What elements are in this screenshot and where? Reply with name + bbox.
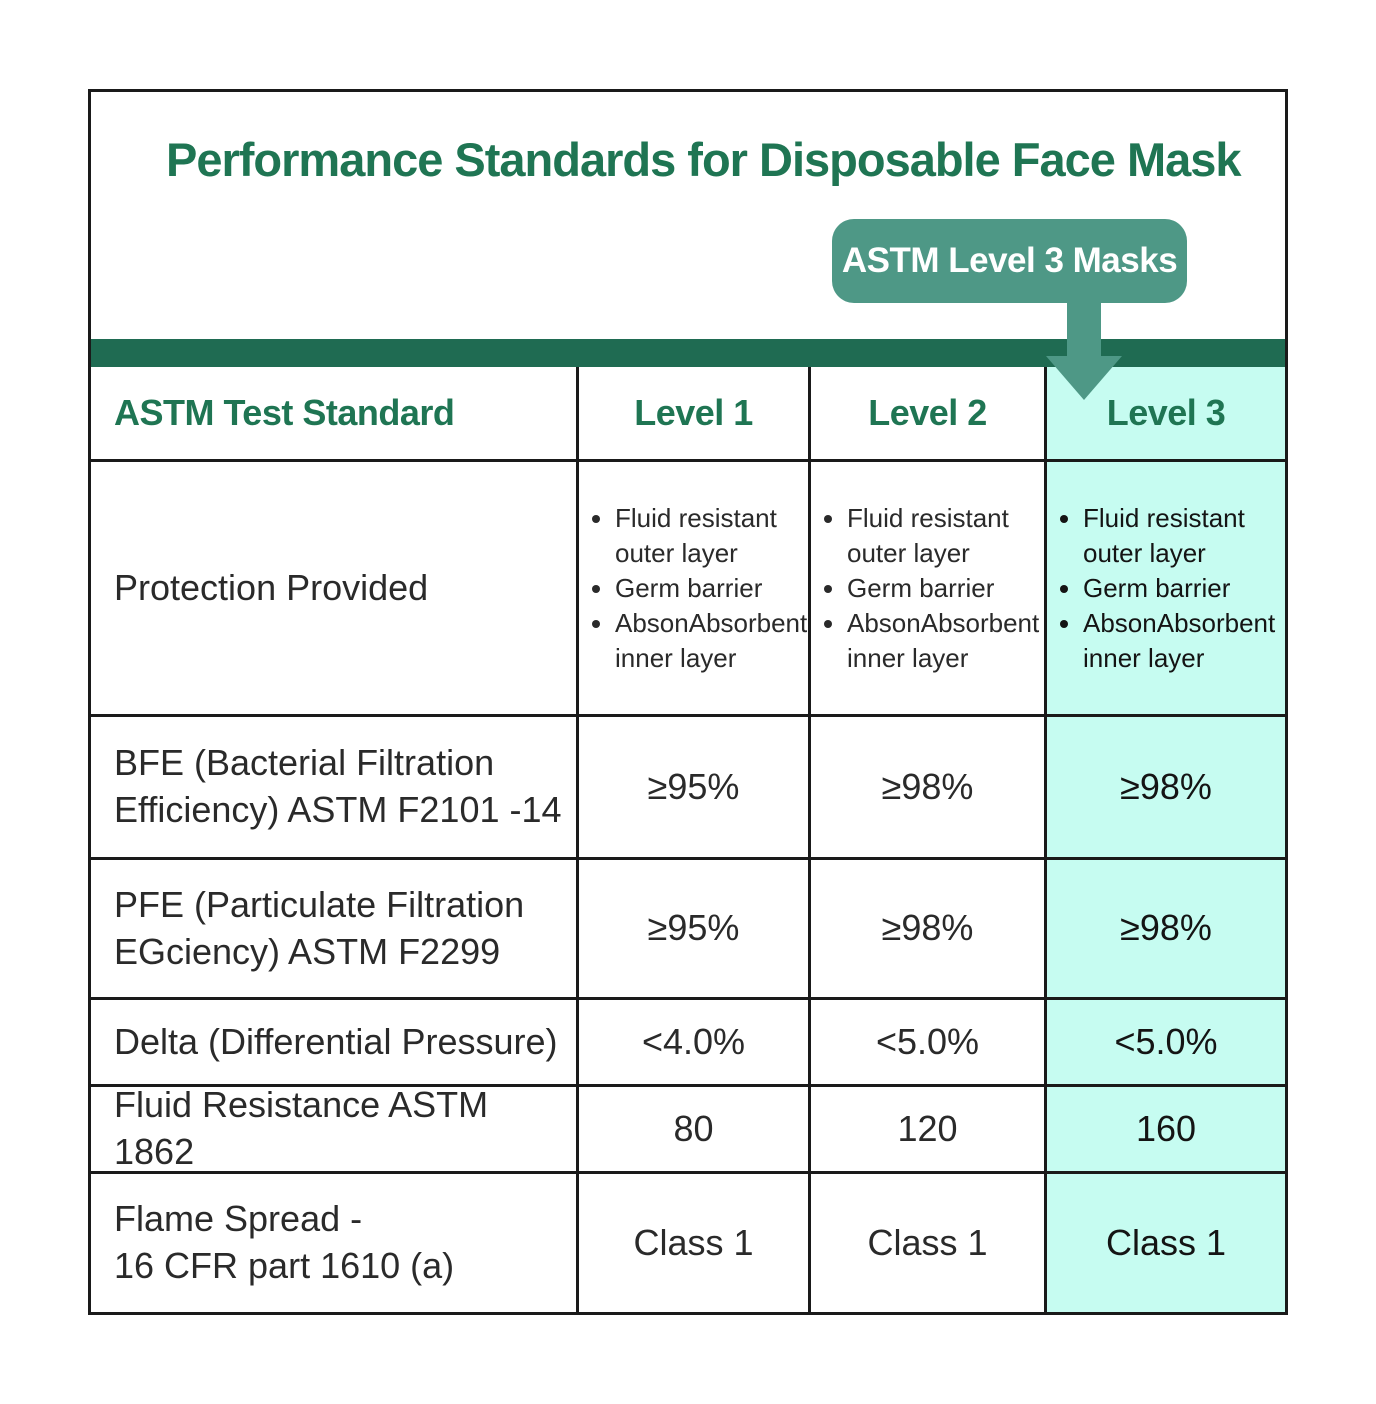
standards-table: ASTM Test Standard Level 1 Level 2 Level… — [91, 367, 1285, 1312]
protection-item: AbsonAbsorbent inner layer — [847, 606, 1044, 676]
delta-level-2: <5.0% — [811, 1000, 1047, 1087]
row-label-delta: Delta (Differential Pressure) — [91, 1000, 579, 1087]
protection-level-2: Fluid resistant outer layer Germ barrier… — [811, 462, 1047, 717]
protection-level-3: Fluid resistant outer layer Germ barrier… — [1047, 462, 1285, 717]
protection-list: Fluid resistant outer layer Germ barrier… — [585, 501, 808, 676]
pfe-level-3: ≥98% — [1047, 860, 1285, 1000]
protection-item: Fluid resistant outer layer — [847, 501, 1044, 571]
header-test-standard: ASTM Test Standard — [91, 367, 579, 462]
callout-label: ASTM Level 3 Masks — [841, 241, 1178, 280]
flame-level-1: Class 1 — [579, 1174, 811, 1312]
delta-level-1: <4.0% — [579, 1000, 811, 1087]
pfe-level-1: ≥95% — [579, 860, 811, 1000]
row-label-flame-spread: Flame Spread - 16 CFR part 1610 (a) — [91, 1174, 579, 1312]
row-label-line: Efficiency) ASTM F2101 -14 — [114, 789, 562, 830]
fluid-level-2: 120 — [811, 1087, 1047, 1174]
protection-item: Germ barrier — [1083, 571, 1285, 606]
delta-level-3: <5.0% — [1047, 1000, 1285, 1087]
fluid-level-1: 80 — [579, 1087, 811, 1174]
bfe-level-1: ≥95% — [579, 717, 811, 860]
level3-callout: ASTM Level 3 Masks — [832, 219, 1187, 303]
row-label-line: PFE (Particulate Filtration — [114, 883, 525, 925]
standards-frame: Performance Standards for Disposable Fac… — [88, 89, 1288, 1315]
header-level-2: Level 2 — [811, 367, 1047, 462]
row-label-pfe: PFE (Particulate Filtration EGciency) AST… — [91, 860, 579, 1000]
fluid-level-3: 160 — [1047, 1087, 1285, 1174]
row-label-line: BFE (Bacterial Filtration — [114, 742, 495, 784]
protection-level-1: Fluid resistant outer layer Germ barrier… — [579, 462, 811, 717]
row-label-line: 16 CFR part 1610 (a) — [114, 1245, 455, 1286]
protection-item: AbsonAbsorbent inner layer — [1083, 606, 1285, 676]
row-label-line: EGciency) ASTM F2299 — [114, 930, 501, 972]
row-label-bfe: BFE (Bacterial Filtration Efficiency) AST… — [91, 717, 579, 860]
protection-item: Fluid resistant outer layer — [1083, 501, 1285, 571]
page-title: Performance Standards for Disposable Fac… — [166, 133, 1242, 186]
flame-level-2: Class 1 — [811, 1174, 1047, 1312]
bfe-level-2: ≥98% — [811, 717, 1047, 860]
callout-arrow-icon — [1046, 302, 1122, 400]
protection-item: AbsonAbsorbent inner layer — [615, 606, 808, 676]
pfe-level-2: ≥98% — [811, 860, 1047, 1000]
protection-item: Fluid resistant outer layer — [615, 501, 808, 571]
protection-list: Fluid resistant outer layer Germ barrier… — [1053, 501, 1285, 676]
protection-item: Germ barrier — [615, 571, 808, 606]
row-label-protection: Protection Provided — [91, 462, 579, 717]
protection-item: Germ barrier — [847, 571, 1044, 606]
protection-list: Fluid resistant outer layer Germ barrier… — [817, 501, 1044, 676]
row-label-fluid-resistance: Fluid Resistance ASTM 1862 — [91, 1084, 579, 1174]
bfe-level-3: ≥98% — [1047, 717, 1285, 860]
flame-level-3: Class 1 — [1047, 1174, 1285, 1312]
row-label-line: Flame Spread - — [114, 1198, 363, 1240]
header-level-1: Level 1 — [579, 367, 811, 462]
